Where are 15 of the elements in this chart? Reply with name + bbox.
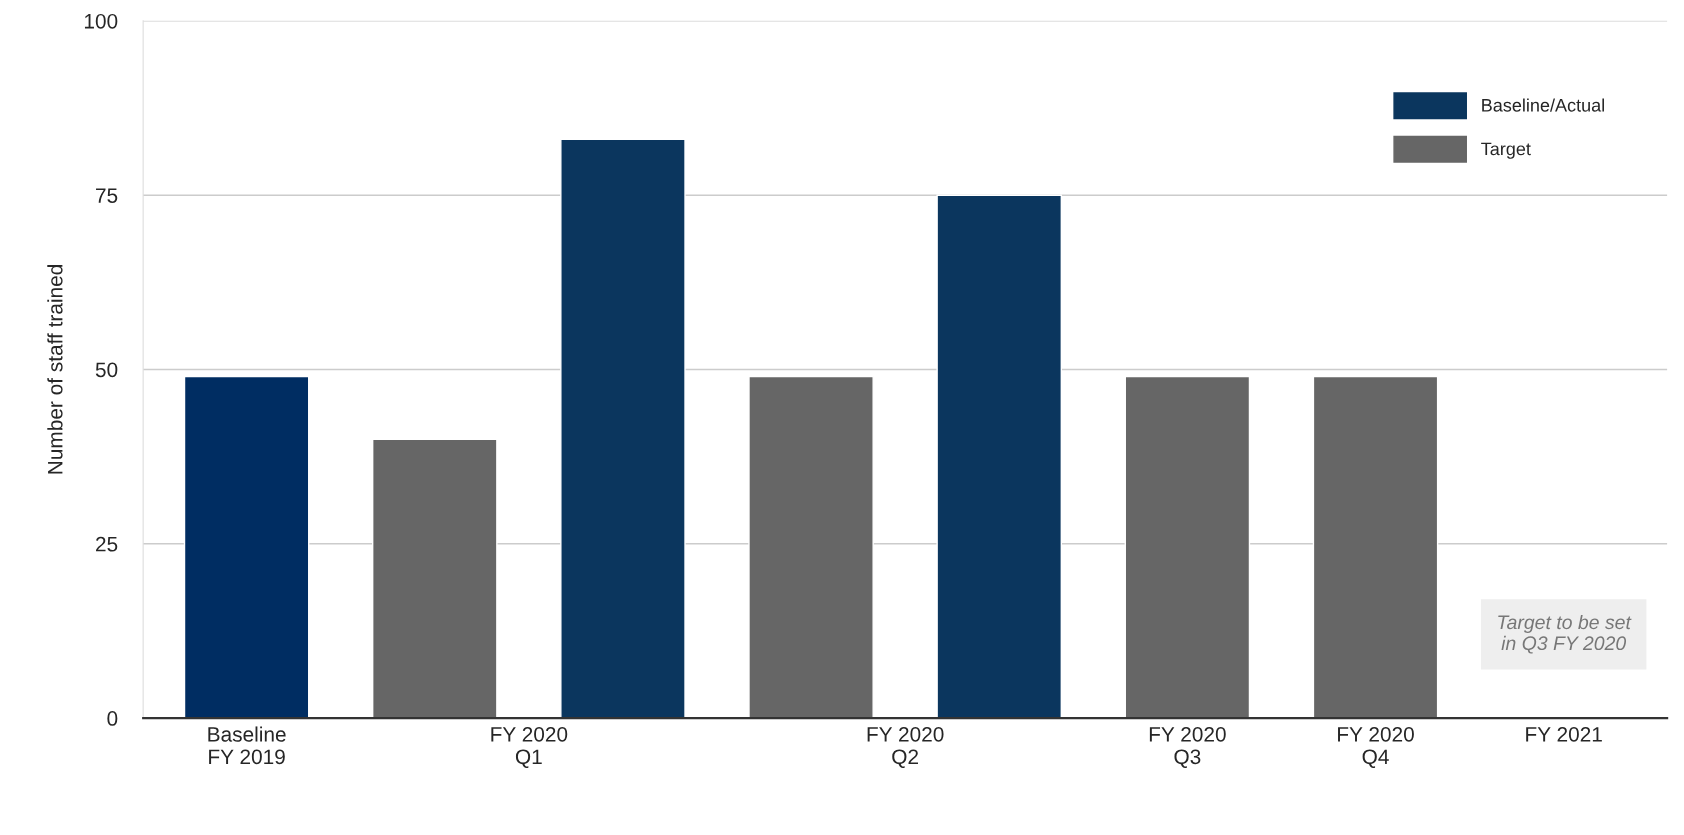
legend-label: Baseline/Actual	[1482, 98, 1604, 112]
y-tick-label: 50	[95, 362, 118, 378]
y-axis-title: Number of staff trained	[47, 265, 63, 474]
annotation: Target to be set in Q3 FY 2020	[1498, 614, 1632, 654]
x-tick-label: FY 2021	[1526, 726, 1602, 742]
y-tick-label: 25	[96, 536, 118, 552]
legend-label: Target	[1481, 142, 1531, 159]
x-tick-label: FY 2020 Q1	[491, 726, 568, 768]
x-tick-label: Baseline FY 2019	[208, 726, 286, 765]
y-tick-label: 0	[107, 711, 118, 726]
x-tick-label: FY 2020 Q2	[867, 726, 944, 768]
y-tick-label: 75	[96, 188, 118, 203]
x-tick-label: FY 2020 Q3	[1149, 726, 1226, 768]
y-tick-label: 100	[84, 13, 118, 29]
x-tick-label: FY 2020 Q4	[1338, 726, 1414, 768]
